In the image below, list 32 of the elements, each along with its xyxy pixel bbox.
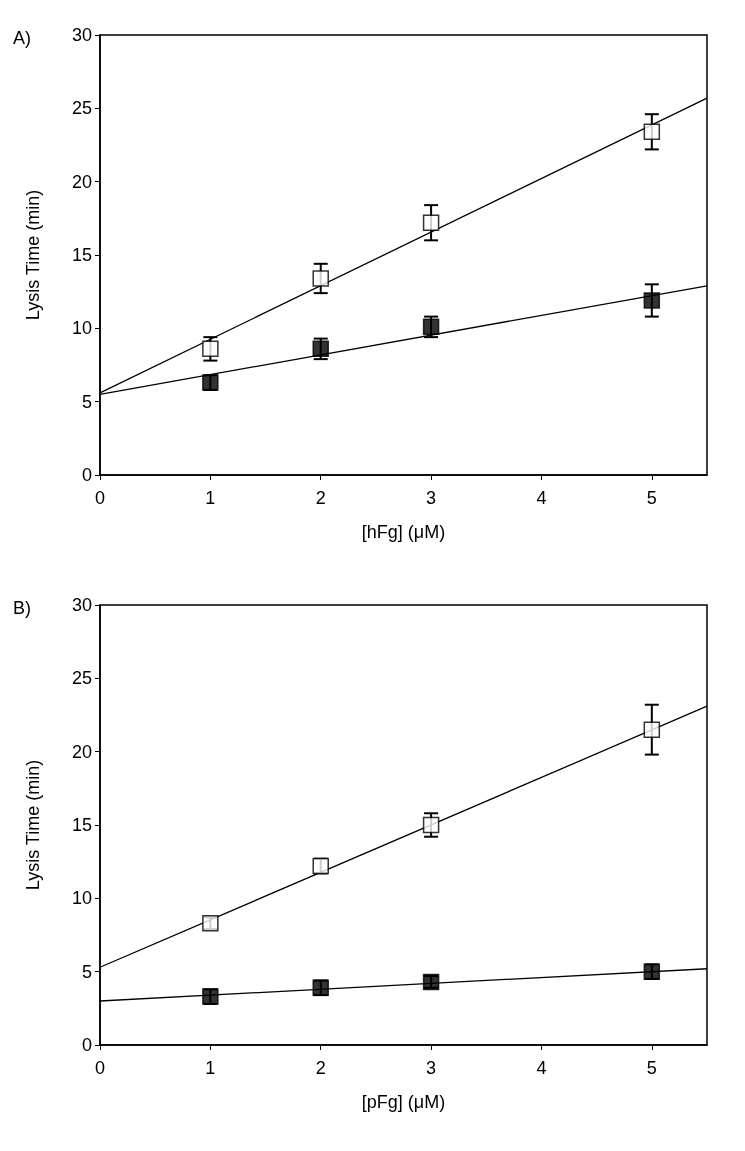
x-tick-label: 2 (315, 1058, 326, 1078)
y-tick-label: 15 (71, 245, 92, 265)
y-tick-label: 0 (81, 1035, 92, 1055)
y-tick-label: 20 (71, 741, 92, 762)
x-tick-label: 3 (426, 1058, 437, 1078)
y-tick-label: 20 (71, 171, 92, 192)
x-tick-label: 1 (205, 488, 216, 508)
x-tick-label: 3 (426, 488, 437, 508)
y-tick-label: 0 (81, 465, 92, 485)
y-tick-label: 10 (71, 318, 92, 339)
x-tick-label: 4 (536, 1058, 547, 1078)
y-tick-label: 30 (71, 25, 92, 45)
y-tick-label: 10 (71, 888, 92, 909)
y-tick-label: 5 (81, 391, 92, 412)
x-axis-title: [pFg] (μM) (361, 1092, 446, 1112)
x-tick-label: 0 (94, 488, 106, 508)
chart-title: A) (13, 28, 31, 48)
y-tick-label: 25 (71, 98, 92, 119)
x-tick-label: 4 (536, 488, 547, 508)
y-axis-title: Lysis Time (min) (23, 759, 43, 891)
x-tick-label: 2 (315, 488, 326, 508)
y-axis-title: Lysis Time (min) (23, 189, 43, 321)
chart-title: B) (13, 598, 31, 618)
y-tick-label: 15 (71, 815, 92, 835)
x-tick-label: 5 (646, 488, 657, 508)
y-tick-label: 25 (71, 668, 92, 689)
y-tick-label: 5 (81, 961, 92, 982)
x-tick-label: 1 (205, 1058, 216, 1078)
x-axis-title: [hFg] (μM) (361, 522, 446, 542)
y-tick-label: 30 (71, 595, 92, 615)
x-tick-label: 0 (94, 1058, 106, 1078)
x-tick-label: 5 (646, 1058, 657, 1078)
